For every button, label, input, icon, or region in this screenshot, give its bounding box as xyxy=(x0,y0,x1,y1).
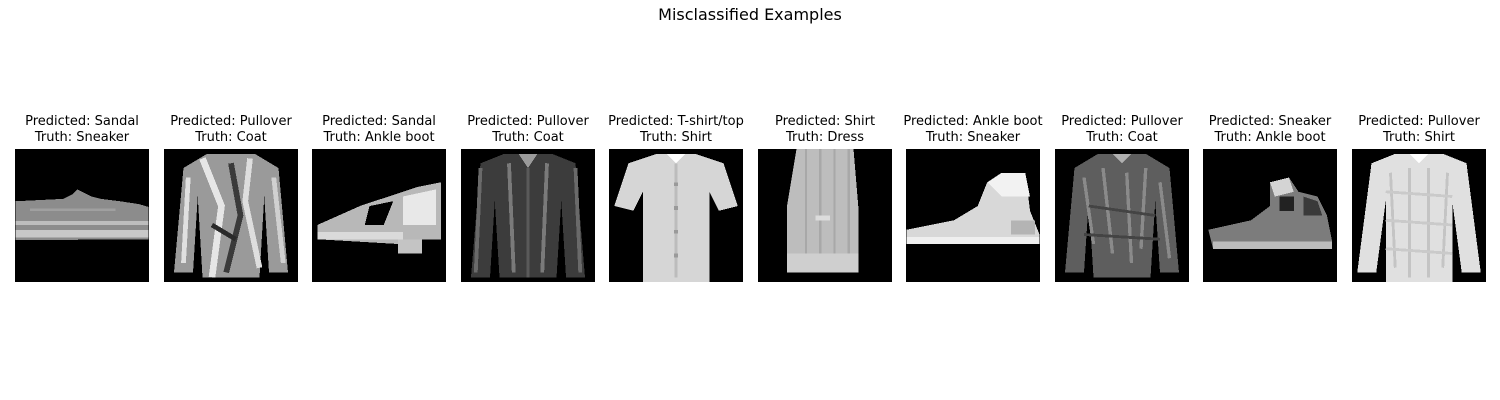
panel-title: Predicted: T-shirt/top Truth: Shirt xyxy=(579,114,773,146)
predicted-label: Predicted: Sandal xyxy=(25,114,139,129)
truth-label: Truth: Coat xyxy=(1086,130,1158,145)
predicted-label: Predicted: Pullover xyxy=(170,114,292,129)
panel-title: Predicted: Pullover Truth: Coat xyxy=(431,114,625,146)
truth-label: Truth: Ankle boot xyxy=(323,130,435,145)
predicted-label: Predicted: Shirt xyxy=(774,114,876,129)
truth-label: Truth: Dress xyxy=(785,130,865,145)
panel-title: Predicted: Pullover Truth: Shirt xyxy=(1322,114,1500,146)
predicted-label: Predicted: Sandal xyxy=(322,114,436,129)
coat-image xyxy=(164,149,298,282)
predicted-label: Predicted: T-shirt/top xyxy=(608,114,744,129)
truth-label: Truth: Sneaker xyxy=(34,130,130,145)
truth-label: Truth: Sneaker xyxy=(925,130,1021,145)
shirt-image xyxy=(609,149,743,282)
truth-label: Truth: Shirt xyxy=(1382,130,1455,145)
panel-title: Predicted: Sandal Truth: Sneaker xyxy=(0,114,179,146)
panel-title: Predicted: Pullover Truth: Coat xyxy=(134,114,328,146)
predicted-label: Predicted: Sneaker xyxy=(1208,114,1332,129)
predicted-label: Predicted: Pullover xyxy=(467,114,589,129)
dress-image xyxy=(758,149,892,282)
predicted-label: Predicted: Pullover xyxy=(1358,114,1480,129)
coat-image xyxy=(461,149,595,282)
truth-label: Truth: Coat xyxy=(492,130,564,145)
figure-title: Misclassified Examples xyxy=(658,5,842,24)
ankle-boot-image xyxy=(312,149,446,282)
panel-title: Predicted: Shirt Truth: Dress xyxy=(728,114,922,146)
coat-image xyxy=(1055,149,1189,282)
truth-label: Truth: Ankle boot xyxy=(1214,130,1326,145)
truth-label: Truth: Shirt xyxy=(639,130,712,145)
predicted-label: Predicted: Ankle boot xyxy=(903,114,1043,129)
panel-title: Predicted: Sneaker Truth: Ankle boot xyxy=(1173,114,1367,146)
sneaker-image xyxy=(906,149,1040,282)
panel-title: Predicted: Ankle boot Truth: Sneaker xyxy=(876,114,1070,146)
panel-title: Predicted: Pullover Truth: Coat xyxy=(1025,114,1219,146)
ankle-boot-image xyxy=(1203,149,1337,282)
sneaker-image xyxy=(15,149,149,282)
truth-label: Truth: Coat xyxy=(195,130,267,145)
predicted-label: Predicted: Pullover xyxy=(1061,114,1183,129)
panel-title: Predicted: Sandal Truth: Ankle boot xyxy=(282,114,476,146)
shirt-image xyxy=(1352,149,1486,282)
